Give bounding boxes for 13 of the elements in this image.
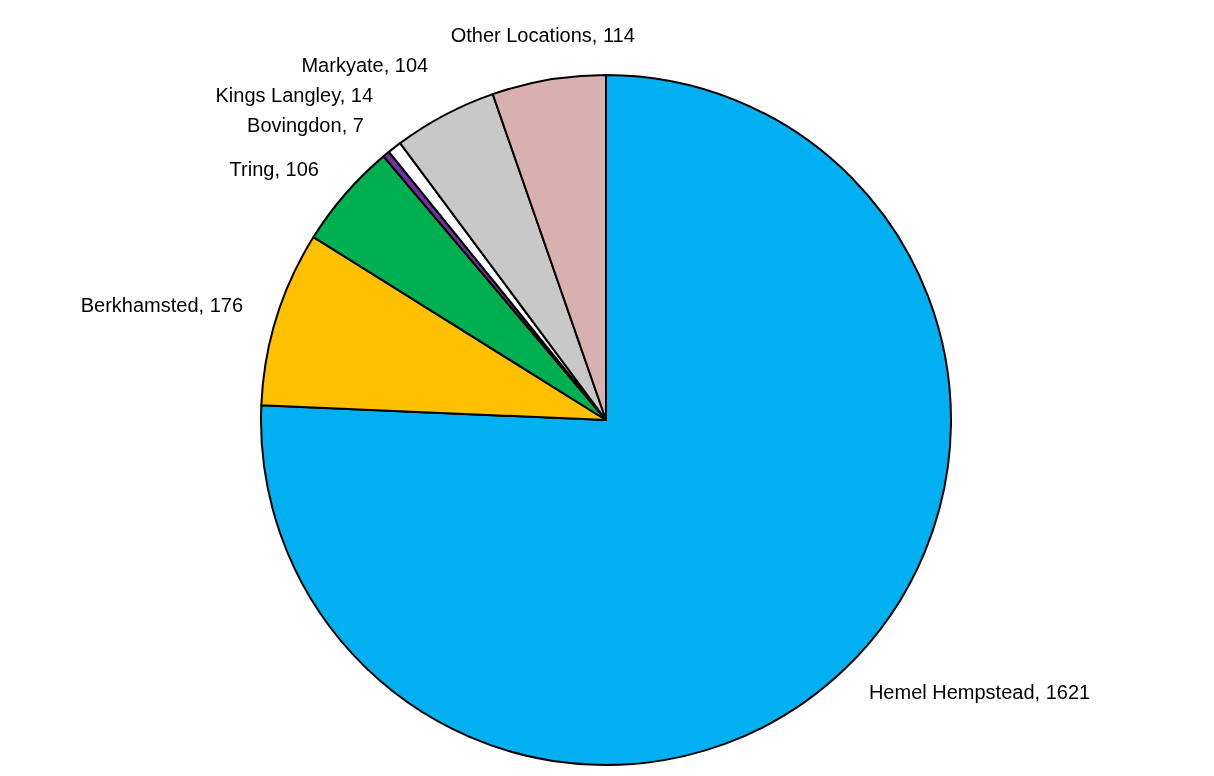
data-label: , 104: [383, 54, 429, 77]
slice-label: Other Locations: [450, 24, 592, 47]
slice-label: Bovingdon: [247, 114, 342, 137]
slice-label: Kings Langley: [215, 84, 342, 107]
slice-label: Markyate: [301, 54, 384, 77]
data-label: , 106: [274, 158, 319, 181]
slice-label: Hemel Hempstead: [868, 681, 1035, 704]
data-label: , 1621: [1034, 681, 1091, 704]
slice-label: Berkhamsted: [80, 294, 199, 317]
slice-label: Tring: [229, 158, 275, 181]
data-label: , 176: [198, 294, 244, 317]
data-label: , 7: [341, 114, 364, 137]
data-label: , 114: [591, 24, 635, 47]
